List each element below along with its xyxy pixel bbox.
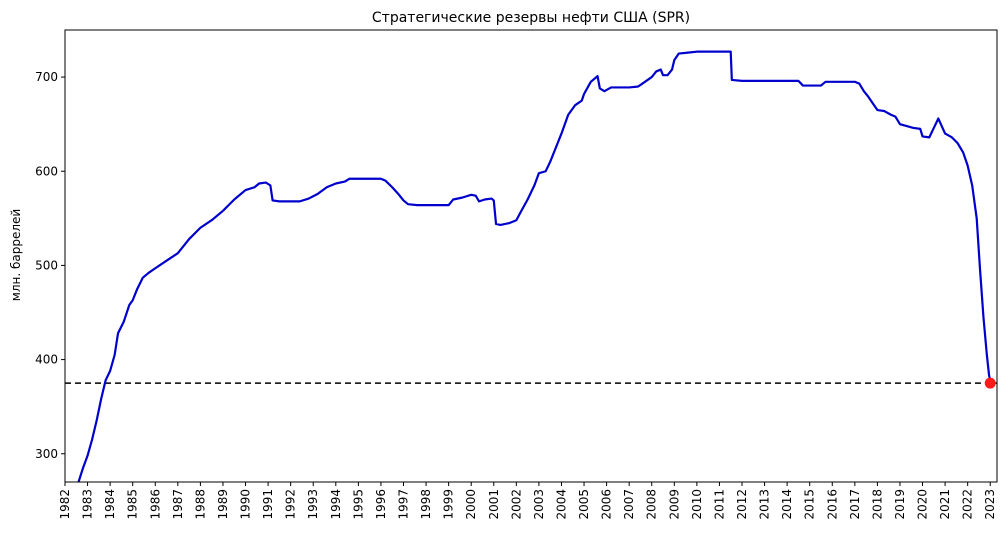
x-tick-label-1995: 1995 xyxy=(351,489,365,520)
x-tick-label-1998: 1998 xyxy=(419,489,433,520)
plot-content xyxy=(65,50,997,482)
y-axis: 300 400 500 600 700 xyxy=(35,70,65,461)
x-tick-label-1982: 1982 xyxy=(58,489,72,520)
x-tick-label-2011: 2011 xyxy=(712,489,726,520)
x-tick-label-1984: 1984 xyxy=(103,489,117,520)
x-tick-label-2020: 2020 xyxy=(916,489,930,520)
chart-title: Стратегические резервы нефти США (SPR) xyxy=(372,10,690,26)
x-tick-label-2010: 2010 xyxy=(690,489,704,520)
x-tick-label-2002: 2002 xyxy=(509,489,523,520)
x-tick-label-1996: 1996 xyxy=(374,489,388,520)
x-tick-label-1999: 1999 xyxy=(442,489,456,520)
end-marker xyxy=(984,377,996,389)
x-tick-label-2014: 2014 xyxy=(780,489,794,520)
x-tick-label-1994: 1994 xyxy=(329,489,343,520)
y-tick-label-400: 400 xyxy=(35,353,58,367)
x-tick-label-2008: 2008 xyxy=(645,489,659,520)
x-tick-label-2018: 2018 xyxy=(870,489,884,520)
x-tick-label-1991: 1991 xyxy=(261,489,275,520)
x-tick-label-2000: 2000 xyxy=(464,489,478,520)
x-tick-label-2022: 2022 xyxy=(961,489,975,520)
x-tick-label-2016: 2016 xyxy=(825,489,839,520)
x-tick-label-1992: 1992 xyxy=(284,489,298,520)
y-tick-label-300: 300 xyxy=(35,447,58,461)
x-tick-label-1987: 1987 xyxy=(171,489,185,520)
x-tick-label-1997: 1997 xyxy=(396,489,410,520)
x-tick-label-2013: 2013 xyxy=(758,489,772,520)
x-tick-label-2009: 2009 xyxy=(667,489,681,520)
x-tick-label-2007: 2007 xyxy=(622,489,636,520)
x-tick-label-1990: 1990 xyxy=(239,489,253,520)
y-tick-label-700: 700 xyxy=(35,70,58,84)
x-tick-label-2017: 2017 xyxy=(848,489,862,520)
plot-area xyxy=(65,50,997,482)
x-tick-label-2005: 2005 xyxy=(577,489,591,520)
x-axis: 1982 1983 1984 1985 1986 1987 1988 1989 1990 1991… xyxy=(58,482,997,520)
x-tick-label-2015: 2015 xyxy=(803,489,817,520)
x-tick-label-2019: 2019 xyxy=(893,489,907,520)
y-axis-label: млн. баррелей xyxy=(9,209,23,301)
series-line-0 xyxy=(77,50,992,482)
x-tick-label-2001: 2001 xyxy=(487,489,501,520)
x-tick-label-2006: 2006 xyxy=(600,489,614,520)
x-tick-label-2023: 2023 xyxy=(983,489,997,520)
x-tick-label-1983: 1983 xyxy=(81,489,95,520)
x-tick-label-1993: 1993 xyxy=(306,489,320,520)
y-tick-label-600: 600 xyxy=(35,164,58,178)
plot-frame xyxy=(64,29,998,483)
x-tick-label-1988: 1988 xyxy=(193,489,207,520)
x-tick-label-2003: 2003 xyxy=(532,489,546,520)
x-tick-label-1989: 1989 xyxy=(216,489,230,520)
x-tick-label-1985: 1985 xyxy=(126,489,140,520)
x-tick-label-2012: 2012 xyxy=(735,489,749,520)
x-tick-label-2021: 2021 xyxy=(938,489,952,520)
x-tick-label-2004: 2004 xyxy=(554,489,568,520)
y-tick-label-500: 500 xyxy=(35,258,58,272)
x-tick-label-1986: 1986 xyxy=(148,489,162,520)
